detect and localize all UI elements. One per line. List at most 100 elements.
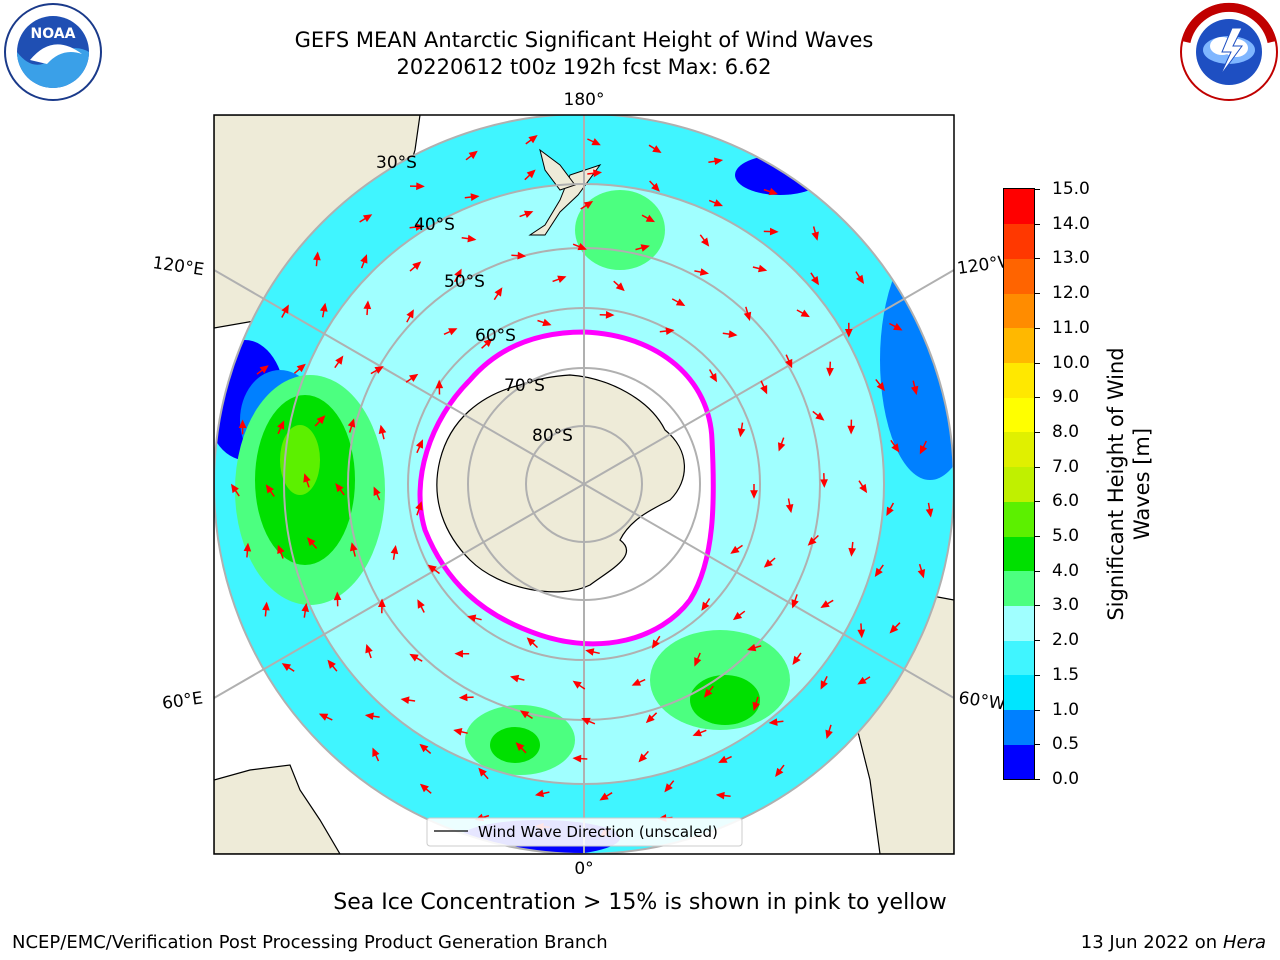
colorbar-tick-label: 4.0 xyxy=(1052,560,1080,581)
wave-direction-arrowhead xyxy=(703,688,713,698)
wave-direction-arrowhead xyxy=(412,261,422,270)
colorbar-segment xyxy=(1004,327,1034,364)
wave-direction-arrowhead xyxy=(515,742,525,752)
sea-ice-caption: Sea Ice Concentration > 15% is shown in … xyxy=(333,890,947,915)
wave-direction-arrowhead xyxy=(692,729,702,737)
wave-direction-arrowhead xyxy=(718,755,728,763)
wave-direction-arrowhead xyxy=(593,169,603,178)
wave-direction-arrowhead xyxy=(406,309,414,319)
wave-direction-arrowhead xyxy=(730,545,740,554)
wave-direction-arrowhead xyxy=(919,445,928,455)
chart-subtitle: 20220612 t00z 192h fcst Max: 6.62 xyxy=(396,55,772,79)
colorbar-tick-label: 1.5 xyxy=(1052,664,1080,685)
wave-direction-arrowhead xyxy=(785,503,794,514)
wave-direction-arrowhead xyxy=(815,412,825,421)
wave-direction-arrowhead xyxy=(743,311,752,322)
wave-direction-arrowhead xyxy=(800,309,810,318)
wave-direction-arrowhead xyxy=(856,274,865,285)
colorbar-tick-label: 10.0 xyxy=(1052,352,1090,373)
wave-direction-arrowhead xyxy=(454,649,463,658)
footer-host: Hera xyxy=(1222,932,1266,953)
colorbar-segment xyxy=(1004,258,1034,294)
wave-direction-arrowhead xyxy=(874,567,883,578)
colorbar-tick-label: 0.5 xyxy=(1052,734,1080,755)
wave-direction-arrowhead xyxy=(638,753,648,763)
lon-label-120e: 120°E xyxy=(151,253,205,280)
noaa-logo: NOAA xyxy=(4,3,102,101)
wave-direction-arrowhead xyxy=(262,601,270,611)
colorbar-segment xyxy=(1004,744,1034,780)
colorbar-title: Significant Height of Wind Waves [m] xyxy=(1104,347,1154,621)
wave-direction-arrowhead xyxy=(453,728,463,736)
wave-direction-arrowhead xyxy=(435,379,444,389)
wave-direction-arrowhead xyxy=(454,268,462,279)
wave-direction-arrowhead xyxy=(583,201,594,209)
colorbar-tick xyxy=(1034,258,1040,260)
wave-direction-arrowhead xyxy=(281,304,289,314)
wave-direction-arrowhead xyxy=(891,443,900,453)
colorbar-segment xyxy=(1004,293,1034,329)
colorbar-segment xyxy=(1004,640,1034,676)
colorbar-tick-label: 11.0 xyxy=(1052,317,1090,338)
wave-direction-arrowhead xyxy=(517,251,527,260)
wave-direction-arrowhead xyxy=(259,365,269,374)
wave-direction-arrowhead xyxy=(713,157,724,166)
wave-direction-arrowhead xyxy=(859,483,868,494)
colorbar-tick-label: 14.0 xyxy=(1052,213,1090,234)
wave-direction-arrowhead xyxy=(510,674,520,683)
wave-direction-arrowhead xyxy=(313,251,321,261)
wave-direction-arrowhead xyxy=(599,792,609,801)
wave-direction-arrowhead xyxy=(886,506,894,517)
wave-direction-arrowhead xyxy=(318,713,329,721)
wave-direction-arrowhead xyxy=(807,537,817,546)
wave-direction-arrowhead xyxy=(265,484,274,494)
graticule xyxy=(214,115,954,854)
wave-direction-arrowhead xyxy=(701,601,710,611)
wave-direction-arrowhead xyxy=(651,639,660,649)
colorbar-tick xyxy=(1034,640,1040,642)
wave-direction-arrowhead xyxy=(737,428,746,438)
colorbar-segment xyxy=(1004,189,1034,225)
wave-direction-arrowhead xyxy=(847,425,856,435)
lon-label-180: 180° xyxy=(564,90,605,110)
colorbar-tick xyxy=(1034,293,1040,295)
wave-direction-arrowhead xyxy=(363,300,372,310)
wave-direction-arrowhead xyxy=(417,599,425,609)
wave-direction-arrowhead xyxy=(470,193,480,201)
wave-direction-arrowhead xyxy=(528,134,538,144)
footer-date: 13 Jun 2022 on xyxy=(1080,932,1218,953)
wave-direction-arrowhead xyxy=(769,227,779,236)
wave-direction-arrowhead xyxy=(713,199,724,207)
wave-direction-arrowhead xyxy=(820,680,828,690)
wave-direction-arrowhead xyxy=(416,182,425,191)
colorbar-tick xyxy=(1034,709,1040,711)
wave-direction-arrowhead xyxy=(467,234,477,243)
colorbar-tick-label: 1.0 xyxy=(1052,699,1080,720)
wave-direction-arrowhead xyxy=(763,559,773,568)
wave-direction-arrowhead xyxy=(893,323,903,331)
wave-direction-arrowhead xyxy=(848,547,857,557)
wave-direction-arrowhead xyxy=(709,372,717,383)
wave-direction-arrowhead xyxy=(605,311,615,319)
colorbar-tick xyxy=(1034,189,1040,190)
wave-direction-arrowhead xyxy=(747,643,757,652)
wave-direction-arrowhead xyxy=(349,542,358,552)
colorbar-tick-label: 8.0 xyxy=(1052,421,1080,442)
wave-direction-arrowhead xyxy=(526,169,536,179)
wave-direction-arrowhead xyxy=(732,611,743,621)
wave-direction-arrowhead xyxy=(825,729,833,740)
colorbar-tick-label: 15.0 xyxy=(1052,179,1090,199)
wave-direction-arrowhead xyxy=(303,473,311,483)
wave-direction-arrowhead xyxy=(301,602,310,613)
wave-direction-arrowhead xyxy=(752,701,760,712)
wave-direction-arrowhead xyxy=(699,268,709,276)
wave-direction-arrowhead xyxy=(811,231,819,241)
wave-direction-arrowhead xyxy=(296,363,306,373)
wave-direction-arrowhead xyxy=(857,629,866,639)
wave-direction-arrowhead xyxy=(335,483,344,493)
wave-direction-arrowhead xyxy=(306,537,316,547)
wave-direction-arrowhead xyxy=(319,302,328,312)
wave-direction-arrowhead xyxy=(467,614,477,623)
colorbar-tick xyxy=(1034,327,1040,329)
wave-direction-arrowhead xyxy=(427,564,437,573)
